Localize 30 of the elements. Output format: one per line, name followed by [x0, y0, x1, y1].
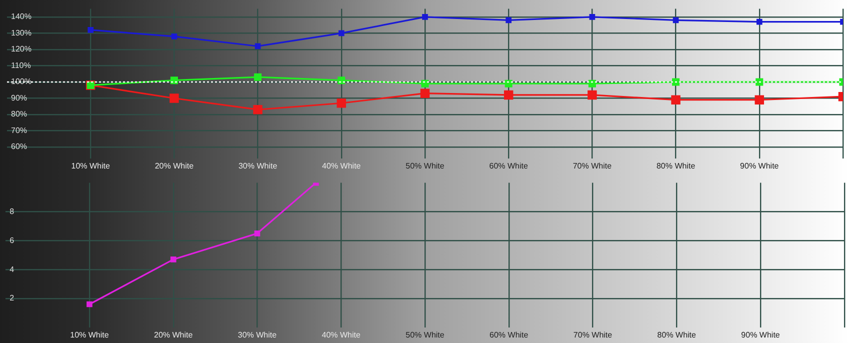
x-tick-label: 80% White: [657, 330, 697, 340]
y-tick-label: 120%: [11, 44, 32, 54]
y-tick-label: 140%: [11, 12, 32, 22]
y-tick-label: 6: [10, 236, 15, 245]
x-tick-label: 50% White: [406, 330, 445, 340]
x-tick-label: 40% White: [322, 161, 362, 170]
x-tick-label: 60% White: [489, 161, 528, 170]
x-tick-label: 50% White: [406, 161, 445, 170]
y-tick-label: 8: [10, 206, 15, 216]
y-tick-label: 2: [10, 294, 15, 303]
x-tick-label: 20% White: [154, 161, 194, 170]
x-tick-label: 10% White: [70, 330, 110, 340]
x-tick-label: 70% White: [573, 330, 613, 340]
x-tick-label: 10% White: [71, 161, 110, 170]
y-tick-label: 80%: [11, 110, 28, 119]
x-tick-label: 90% White: [741, 330, 780, 340]
y-tick-label: 70%: [11, 126, 28, 135]
x-tick-label: 80% White: [656, 161, 696, 170]
x-tick-label: 20% White: [154, 330, 194, 340]
y-tick-label: 4: [10, 264, 15, 274]
y-tick-label: 110%: [11, 60, 31, 70]
x-tick-label: 30% White: [238, 330, 278, 340]
y-tick-label: 60%: [11, 142, 28, 152]
y-tick-label: 90%: [11, 93, 28, 102]
x-tick-label: 90% White: [740, 161, 780, 170]
x-tick-label: 60% White: [490, 330, 529, 340]
x-tick-label: 30% White: [238, 161, 278, 170]
y-tick-label: 130%: [11, 28, 32, 38]
x-tick-label: 40% White: [322, 330, 362, 340]
x-tick-label: 70% White: [572, 161, 612, 170]
